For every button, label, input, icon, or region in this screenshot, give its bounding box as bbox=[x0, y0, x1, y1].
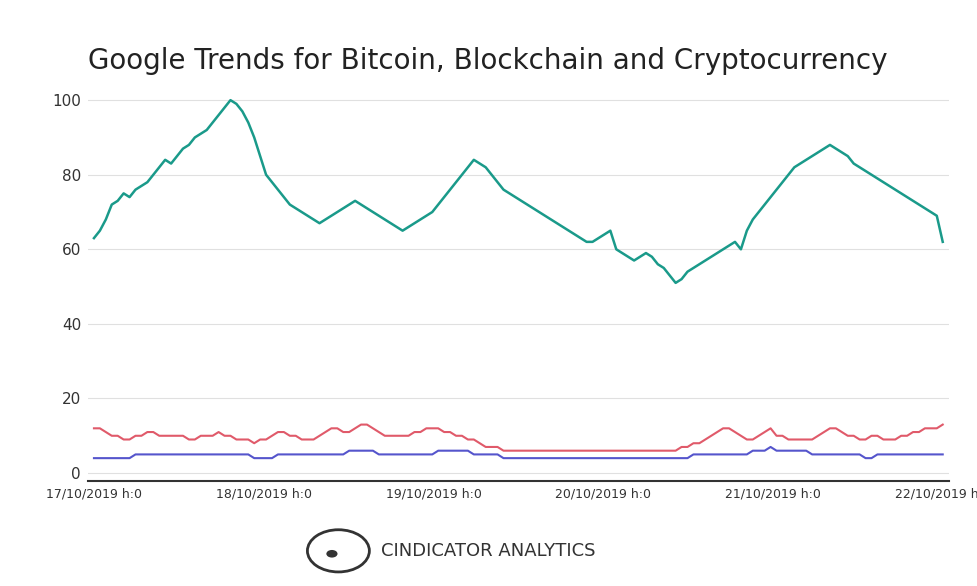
Legend: Bitcoin, Blockchain, Cryptocurrency: Bitcoin, Blockchain, Cryptocurrency bbox=[275, 579, 761, 586]
Text: CINDICATOR ANALYTICS: CINDICATOR ANALYTICS bbox=[381, 542, 595, 560]
Text: Google Trends for Bitcoin, Blockchain and Cryptocurrency: Google Trends for Bitcoin, Blockchain an… bbox=[88, 47, 886, 75]
Circle shape bbox=[326, 550, 337, 558]
